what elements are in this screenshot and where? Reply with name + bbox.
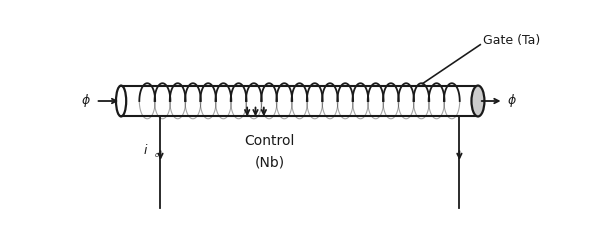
Text: $_c$: $_c$ [154,150,159,160]
Text: Gate (Ta): Gate (Ta) [483,34,540,47]
Ellipse shape [471,86,484,116]
Text: $\phi$: $\phi$ [507,92,517,109]
Text: (Nb): (Nb) [254,156,285,169]
Text: $i$: $i$ [144,143,149,157]
Text: $\phi$: $\phi$ [81,92,91,109]
Text: Control: Control [244,134,295,148]
